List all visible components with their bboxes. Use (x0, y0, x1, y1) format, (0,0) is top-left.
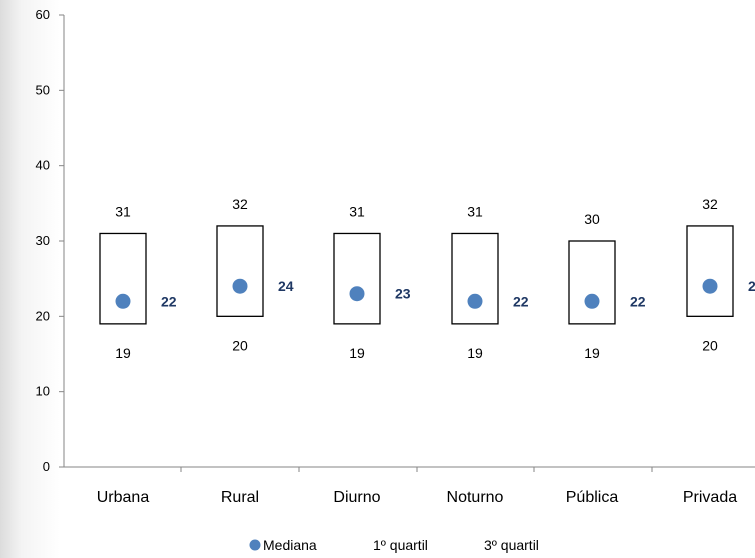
legend-marker-mediana (249, 539, 261, 551)
legend-label-q1: 1º quartil (373, 537, 428, 553)
q1-label: 19 (349, 345, 365, 361)
q3-label: 32 (232, 196, 248, 212)
legend-label-mediana: Mediana (263, 537, 317, 553)
median-marker (115, 293, 131, 309)
legend-label-q3: 3º quartil (484, 537, 539, 553)
q1-label: 20 (232, 337, 248, 353)
q3-label: 31 (349, 203, 365, 219)
median-label: 23 (395, 286, 411, 302)
median-label: 22 (513, 293, 529, 309)
iqr-box (99, 232, 147, 325)
median-marker (467, 293, 483, 309)
iqr-box (568, 240, 616, 325)
x-category-label: Pública (566, 489, 619, 506)
median-label: 22 (161, 293, 177, 309)
q1-label: 20 (702, 337, 718, 353)
iqr-box (686, 225, 734, 317)
x-category-label: Privada (683, 489, 737, 506)
iqr-box (333, 232, 381, 325)
median-marker (349, 286, 365, 302)
iqr-box (216, 225, 264, 317)
q1-label: 19 (115, 345, 131, 361)
y-tick-label: 50 (36, 82, 50, 97)
x-category-label: Diurno (333, 489, 380, 506)
x-category-label: Rural (221, 489, 259, 506)
q3-label: 32 (702, 196, 718, 212)
y-tick-label: 60 (36, 7, 50, 22)
y-tick-label: 20 (36, 308, 50, 323)
median-marker (232, 278, 248, 294)
q1-label: 19 (467, 345, 483, 361)
median-marker (702, 278, 718, 294)
median-marker (584, 293, 600, 309)
x-category-label: Urbana (97, 489, 150, 506)
median-label: 24 (748, 278, 755, 294)
q1-label: 19 (584, 345, 600, 361)
q3-label: 31 (115, 203, 131, 219)
y-tick-label: 40 (36, 158, 50, 173)
y-tick-label: 0 (43, 459, 50, 474)
median-label: 22 (630, 293, 646, 309)
q3-label: 31 (467, 203, 483, 219)
median-label: 24 (278, 278, 294, 294)
x-category-label: Noturno (447, 489, 504, 506)
y-tick-label: 10 (36, 384, 50, 399)
iqr-box (451, 232, 499, 325)
y-tick-label: 30 (36, 233, 50, 248)
q3-label: 30 (584, 211, 600, 227)
